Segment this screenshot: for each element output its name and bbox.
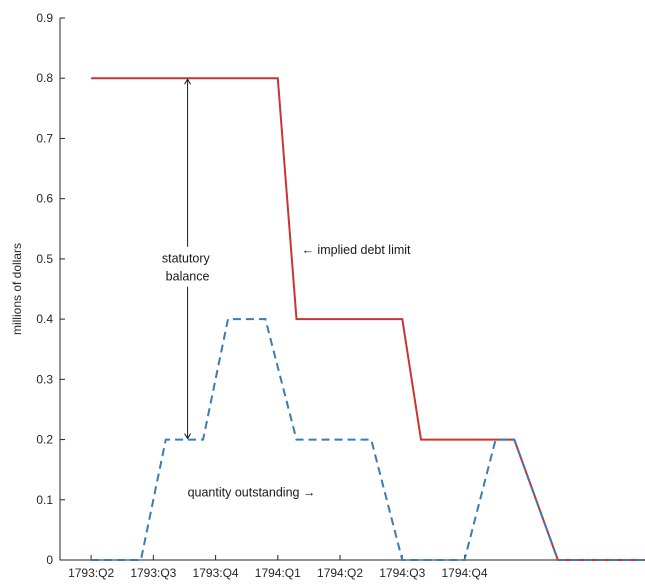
chart-annotations: statutory balance ← implied debt limit q… [155,78,411,500]
statutory-balance-arrowhead-bottom [184,433,192,440]
statutory-balance-label-line2: balance [166,270,210,284]
x-tick-label: 1793:Q2 [68,566,114,580]
x-tick-label: 1793:Q3 [130,566,176,580]
chart-axes [59,18,645,561]
x-tick-label: 1794:Q1 [255,566,301,580]
y-axis-ticks: 0 0.1 0.2 0.3 0.4 0.5 0.6 0.7 0.8 0.9 [36,11,65,567]
y-tick-label: 0.5 [36,252,53,266]
x-axis-ticks: 1793:Q2 1793:Q3 1793:Q4 1794:Q1 1794:Q2 1794:… [68,555,488,580]
y-tick-label: 0 [46,553,53,567]
y-tick-label: 0.1 [36,493,53,507]
implied-debt-limit-line [91,77,645,561]
chart-series [91,77,645,561]
statutory-balance-label: statutory balance [162,252,213,284]
plot-frame-left-bottom [59,18,645,561]
y-tick-label: 0.6 [36,192,53,206]
statutory-balance-label-line1: statutory [162,252,211,266]
x-tick-label: 1794:Q2 [317,566,363,580]
implied-debt-limit-label: ← implied debt limit [301,243,411,257]
y-tick-label: 0.2 [36,433,53,447]
statutory-balance-arrowhead-top [184,78,192,85]
y-tick-label: 0.7 [36,131,53,145]
quantity-outstanding-line [91,318,645,561]
y-tick-label: 0.4 [36,312,53,326]
quantity-outstanding-label: quantity outstanding → [188,486,316,500]
x-tick-label: 1793:Q4 [193,566,239,580]
x-tick-label: 1794:Q4 [441,566,487,580]
y-tick-label: 0.9 [36,11,53,25]
y-tick-label: 0.8 [36,71,53,85]
y-tick-label: 0.3 [36,372,53,386]
y-axis-label: millions of dollars [10,243,24,335]
statutory-balance-label-background [155,246,220,287]
x-tick-label: 1794:Q3 [379,566,425,580]
